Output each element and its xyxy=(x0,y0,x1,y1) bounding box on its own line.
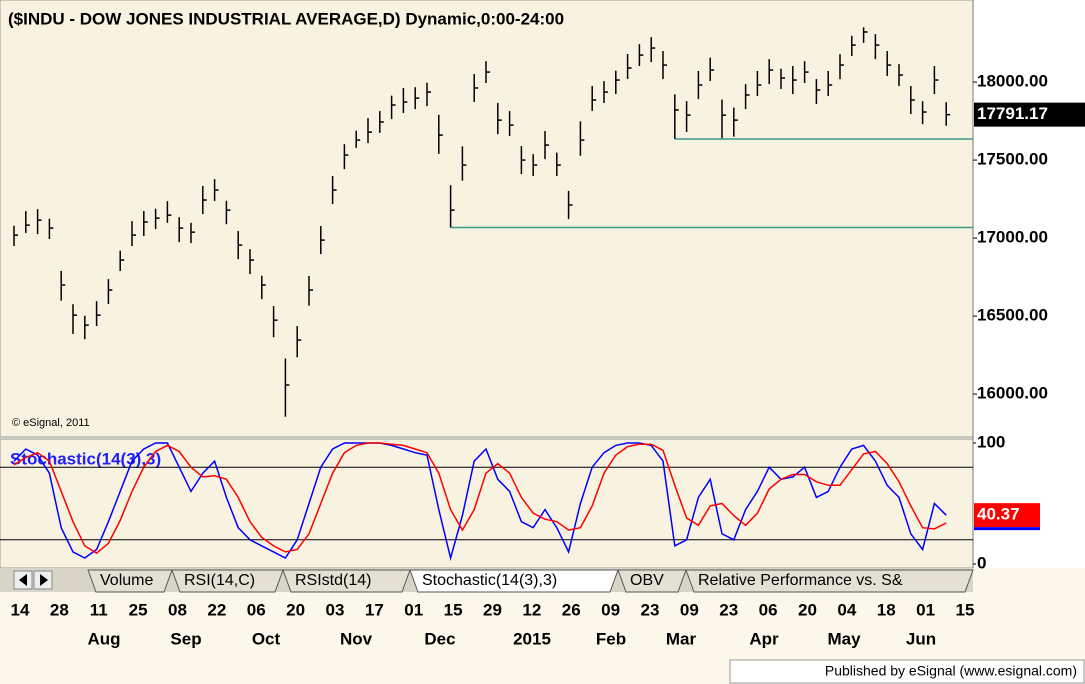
arrow-left xyxy=(19,574,27,586)
month-label: Mar xyxy=(666,629,697,648)
x-tick-label: 17 xyxy=(365,600,384,619)
last-price: 17791.17 xyxy=(977,104,1048,123)
last-price-box xyxy=(974,102,1085,127)
x-tick-label: 09 xyxy=(601,600,620,619)
chart-title: ($INDU - DOW JONES INDUSTRIAL AVERAGE,D)… xyxy=(8,9,564,28)
x-tick-label: 23 xyxy=(641,600,660,619)
y-tick-label: 0 xyxy=(977,553,986,572)
y-tick-label: 100 xyxy=(977,432,1005,451)
tab-label[interactable]: RSI(14,C) xyxy=(184,572,255,589)
last-value-box xyxy=(974,503,1040,528)
x-tick-label: 06 xyxy=(759,600,778,619)
x-tick-label: 29 xyxy=(483,600,502,619)
month-label: Feb xyxy=(596,629,626,648)
x-tick-label: 18 xyxy=(877,600,896,619)
x-tick-label: 06 xyxy=(247,600,266,619)
x-tick-label: 26 xyxy=(562,600,581,619)
tab-label[interactable]: Relative Performance vs. S& xyxy=(698,572,903,589)
month-label: Oct xyxy=(252,629,281,648)
y-tick-label: 16500.00 xyxy=(977,306,1048,325)
right-axis xyxy=(973,0,1085,568)
tab[interactable] xyxy=(282,569,411,593)
x-tick-label: 01 xyxy=(404,600,423,619)
footer: Published by eSignal (www.esignal.com) xyxy=(825,663,1077,679)
tab[interactable] xyxy=(171,569,284,593)
y-tick-label: 17000.00 xyxy=(977,228,1048,247)
x-tick-label: 09 xyxy=(680,600,699,619)
x-tick-label: 04 xyxy=(837,600,856,619)
x-tick-label: 15 xyxy=(444,600,463,619)
x-tick-label: 12 xyxy=(522,600,541,619)
x-tick-label: 08 xyxy=(168,600,187,619)
month-label: Sep xyxy=(170,629,201,648)
month-label: Jun xyxy=(906,629,936,648)
x-tick-label: 14 xyxy=(11,600,30,619)
x-tick-label: 28 xyxy=(50,600,69,619)
tab-label[interactable]: OBV xyxy=(630,572,664,589)
stochastic-title: Stochastic(14(3),3) xyxy=(10,449,161,468)
x-tick-label: 01 xyxy=(916,600,935,619)
y-tick-label: 16000.00 xyxy=(977,384,1048,403)
footer-box xyxy=(729,659,1085,684)
tab-label[interactable]: Volume xyxy=(100,572,153,589)
month-label: Apr xyxy=(749,629,779,648)
stochastic-pane xyxy=(0,438,974,569)
x-tick-label: 11 xyxy=(90,600,108,619)
copyright: © eSignal, 2011 xyxy=(12,417,90,429)
stochastic-line xyxy=(13,442,947,555)
month-label: Aug xyxy=(87,629,120,648)
month-label: Nov xyxy=(340,629,373,648)
month-label: Dec xyxy=(424,629,455,648)
last-value-underline xyxy=(974,527,1040,531)
y-tick-label: 18000.00 xyxy=(977,72,1048,91)
tab[interactable] xyxy=(409,569,619,593)
x-tick-label: 20 xyxy=(798,600,817,619)
tabs: Volume RSI(14,C) RSIstd(14) Stochastic(14(3… xyxy=(87,569,974,593)
last-value: 40.37 xyxy=(977,505,1020,524)
x-tick-label: 25 xyxy=(129,600,148,619)
x-tick-label: 15 xyxy=(956,600,975,619)
x-tick-label: 22 xyxy=(207,600,226,619)
x-tick-label: 03 xyxy=(326,600,345,619)
tab-label[interactable]: RSIstd(14) xyxy=(295,572,371,589)
tab[interactable] xyxy=(617,569,687,593)
arrow-right xyxy=(40,574,48,586)
y-tick-label: 17500.00 xyxy=(977,150,1048,169)
tab[interactable] xyxy=(685,569,974,593)
tab[interactable] xyxy=(87,569,173,593)
x-tick-label: 20 xyxy=(286,600,305,619)
month-label: May xyxy=(827,629,861,648)
tab-label[interactable]: Stochastic(14(3),3) xyxy=(422,572,557,589)
x-tick-label: 23 xyxy=(719,600,738,619)
month-label: 2015 xyxy=(513,629,551,648)
